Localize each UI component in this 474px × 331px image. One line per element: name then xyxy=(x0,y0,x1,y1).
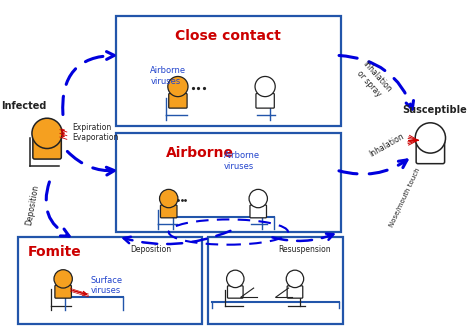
Circle shape xyxy=(227,270,244,288)
FancyBboxPatch shape xyxy=(250,205,266,218)
FancyBboxPatch shape xyxy=(161,205,177,218)
FancyBboxPatch shape xyxy=(228,286,243,298)
Text: Deposition: Deposition xyxy=(130,245,171,254)
Text: Fomite: Fomite xyxy=(27,245,81,259)
FancyBboxPatch shape xyxy=(116,133,341,232)
Circle shape xyxy=(286,270,304,288)
Circle shape xyxy=(32,118,62,149)
Text: Inhalation
or spray: Inhalation or spray xyxy=(353,60,393,101)
Text: Deposition: Deposition xyxy=(24,183,40,225)
FancyBboxPatch shape xyxy=(18,237,202,324)
FancyBboxPatch shape xyxy=(256,93,274,108)
FancyBboxPatch shape xyxy=(33,130,61,159)
FancyBboxPatch shape xyxy=(287,286,303,298)
FancyBboxPatch shape xyxy=(116,16,341,126)
Text: Nose/mouth touch: Nose/mouth touch xyxy=(389,167,421,228)
Circle shape xyxy=(160,189,178,208)
Text: Resuspension: Resuspension xyxy=(278,245,330,254)
FancyBboxPatch shape xyxy=(55,285,72,298)
Circle shape xyxy=(249,189,267,208)
Circle shape xyxy=(415,123,446,153)
Text: Close contact: Close contact xyxy=(175,29,282,43)
Text: Inhalation: Inhalation xyxy=(368,131,406,159)
Circle shape xyxy=(255,76,275,97)
Circle shape xyxy=(168,76,188,97)
Text: Airborne
viruses: Airborne viruses xyxy=(150,66,186,86)
Text: Infected: Infected xyxy=(1,101,47,111)
Text: Susceptible: Susceptible xyxy=(402,105,467,116)
FancyBboxPatch shape xyxy=(416,135,445,164)
Circle shape xyxy=(54,270,73,288)
FancyBboxPatch shape xyxy=(169,93,187,108)
Text: Expiration
Evaporation: Expiration Evaporation xyxy=(73,123,118,142)
Text: Airborne: Airborne xyxy=(166,146,235,160)
Text: Surface
viruses: Surface viruses xyxy=(91,276,123,296)
FancyBboxPatch shape xyxy=(208,237,343,324)
Text: Airborne
viruses: Airborne viruses xyxy=(224,151,260,170)
